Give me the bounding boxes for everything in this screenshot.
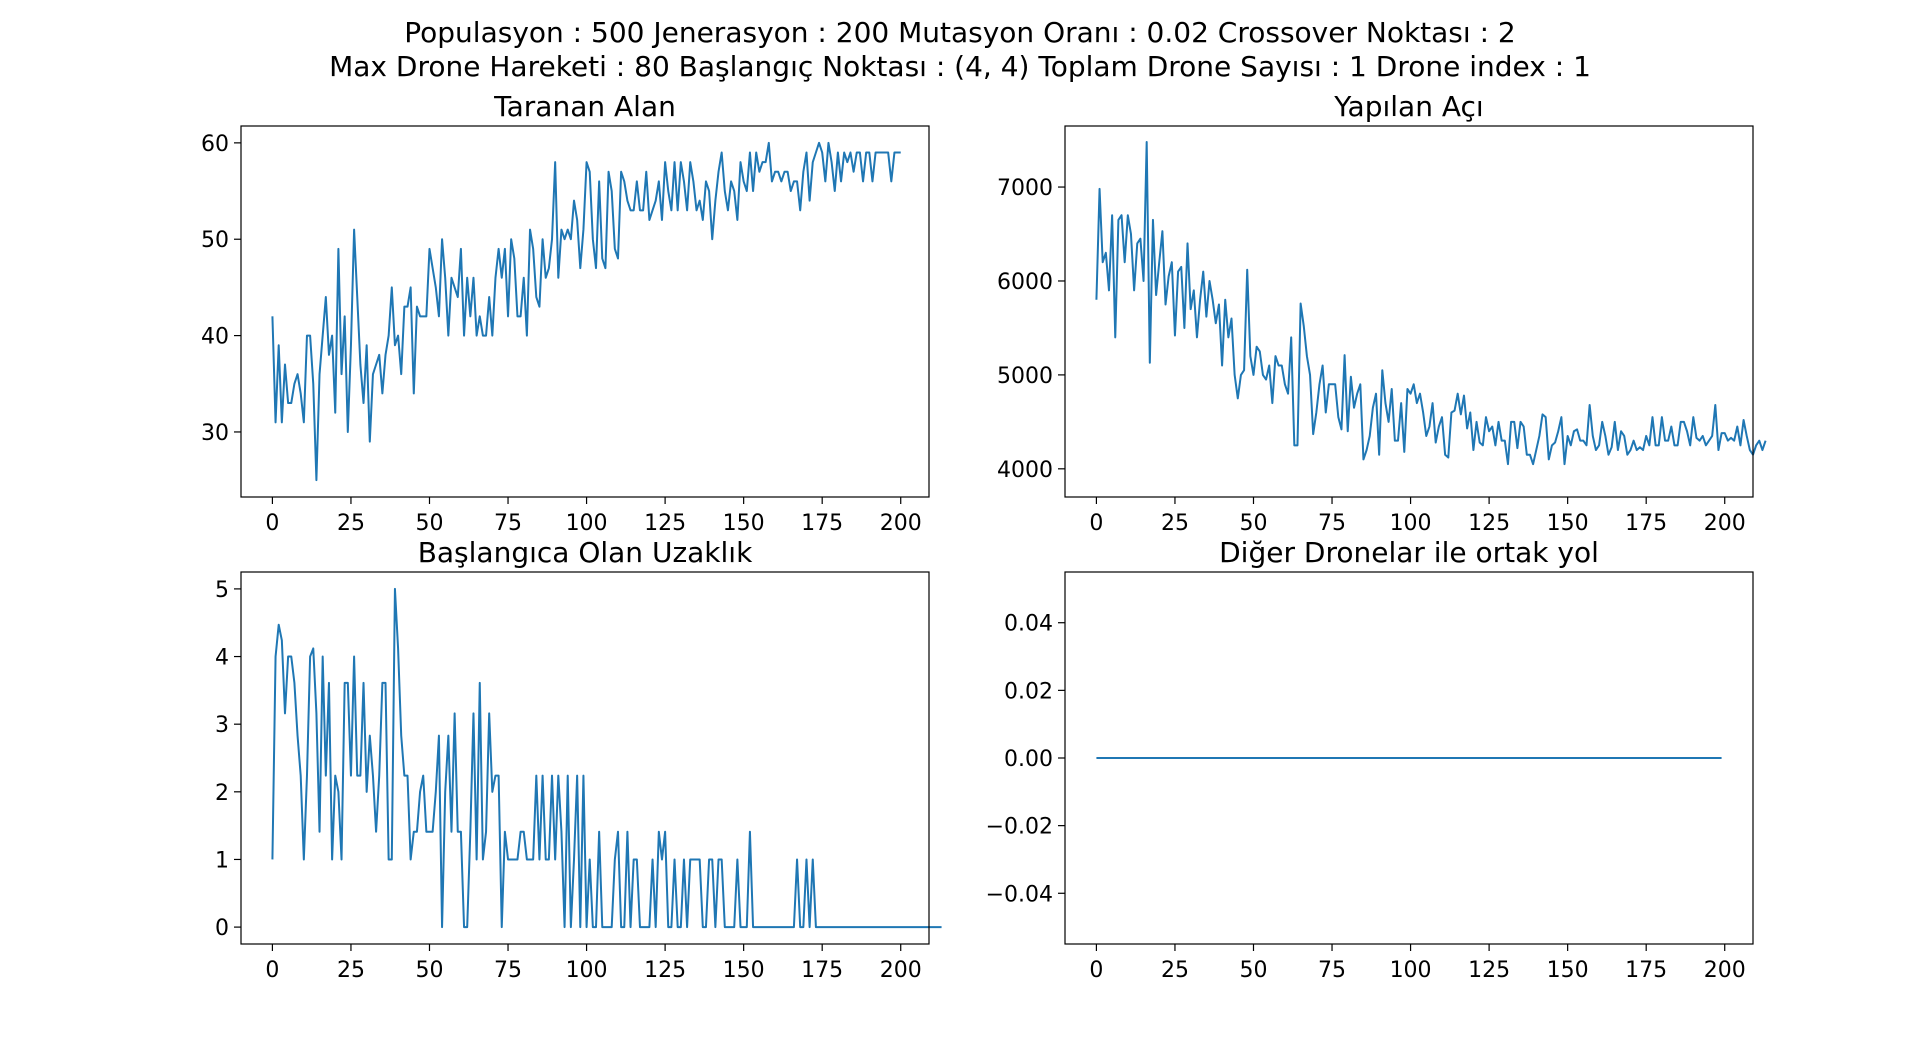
panel-diger-dronelar-ortak-yol: Diğer Dronelar ile ortak yol 0 25 50 75 100 12… (986, 536, 1754, 983)
x-tick-label: 50 (1239, 958, 1267, 983)
y-tick-label: 0.04 (1004, 612, 1053, 637)
x-tick-label: 0 (1089, 511, 1103, 536)
x-tick-label: 175 (1625, 511, 1667, 536)
x-tick-label: 125 (1468, 511, 1510, 536)
x-tick-label: 0 (265, 958, 279, 983)
axes-frame (240, 571, 930, 945)
x-tick-label: 75 (1318, 511, 1346, 536)
y-tick-label: 6000 (997, 270, 1053, 295)
panel-title: Diğer Dronelar ile ortak yol (1219, 536, 1599, 569)
x-tick-label: 25 (337, 511, 365, 536)
panel-title: Taranan Alan (493, 90, 676, 123)
x-tick-label: 200 (880, 511, 922, 536)
y-tick-label: 50 (201, 228, 229, 253)
y-tick-label: 60 (201, 132, 229, 157)
x-tick-label: 25 (1161, 511, 1189, 536)
series-line (1095, 140, 1767, 466)
y-tick-label: 0 (215, 916, 229, 941)
y-tick-label: −0.02 (986, 815, 1053, 840)
x-tick-label: 200 (1704, 511, 1746, 536)
x-tick-label: 150 (1547, 511, 1589, 536)
x-tick-label: 0 (1089, 958, 1103, 983)
x-tick-label: 25 (337, 958, 365, 983)
figure-suptitle-line1: Populasyon : 500 Jenerasyon : 200 Mutasy… (404, 16, 1516, 49)
x-tick-label: 75 (494, 958, 522, 983)
x-tick-label: 200 (880, 958, 922, 983)
x-tick-label: 125 (1468, 958, 1510, 983)
y-tick-label: 0.02 (1004, 679, 1053, 704)
x-tick-label: 150 (723, 958, 765, 983)
panel-title: Başlangıca Olan Uzaklık (418, 536, 753, 569)
x-tick-label: 50 (415, 958, 443, 983)
y-tick-label: −0.04 (986, 882, 1053, 907)
x-tick-label: 100 (566, 511, 608, 536)
x-tick-label: 175 (1625, 958, 1667, 983)
x-tick-label: 100 (1390, 511, 1432, 536)
panel-taranan-alan: Taranan Alan 0 25 50 75 100 125 150 175 200 30 40 50… (201, 90, 930, 536)
series-line (271, 141, 901, 482)
x-tick-label: 75 (1318, 958, 1346, 983)
y-tick-label: 30 (201, 421, 229, 446)
x-tick-label: 175 (801, 511, 843, 536)
x-tick-label: 125 (644, 958, 686, 983)
x-tick-label: 150 (1547, 958, 1589, 983)
x-tick-label: 100 (566, 958, 608, 983)
figure-suptitle-line2: Max Drone Hareketi : 80 Başlangıç Noktas… (329, 50, 1591, 83)
y-tick-label: 5000 (997, 364, 1053, 389)
x-tick-label: 50 (415, 511, 443, 536)
x-tick-label: 200 (1704, 958, 1746, 983)
y-tick-label: 2 (215, 781, 229, 806)
x-tick-label: 100 (1390, 958, 1432, 983)
y-tick-label: 0.00 (1004, 747, 1053, 772)
x-tick-label: 75 (494, 511, 522, 536)
y-tick-label: 4000 (997, 458, 1053, 483)
x-tick-label: 50 (1239, 511, 1267, 536)
y-tick-label: 4 (215, 646, 229, 671)
axes-frame (240, 125, 930, 498)
x-tick-label: 125 (644, 511, 686, 536)
x-tick-label: 25 (1161, 958, 1189, 983)
y-tick-label: 7000 (997, 176, 1053, 201)
y-tick-label: 40 (201, 325, 229, 350)
panel-yapilan-aci: Yapılan Açı 0 25 50 75 100 125 150 175 200 4000 500… (997, 90, 1767, 536)
x-tick-label: 0 (265, 511, 279, 536)
y-tick-label: 1 (215, 848, 229, 873)
x-tick-label: 175 (801, 958, 843, 983)
series-line (271, 587, 942, 929)
x-tick-label: 150 (723, 511, 765, 536)
y-tick-label: 5 (215, 578, 229, 603)
panel-title: Yapılan Açı (1333, 90, 1483, 123)
y-tick-label: 3 (215, 713, 229, 738)
axes-frame (1064, 125, 1754, 498)
